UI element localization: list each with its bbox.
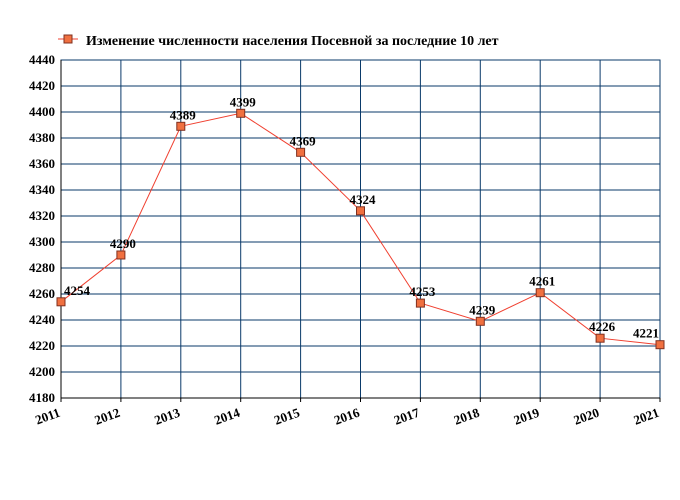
y-tick-label: 4200	[29, 364, 55, 379]
data-point-marker	[595, 333, 605, 343]
x-tick-label: 2019	[512, 405, 542, 428]
data-point-marker	[116, 250, 126, 260]
y-tick-label: 4300	[29, 234, 55, 249]
grid	[60, 59, 661, 399]
data-labels: 4254 4290 4389 4399 4369 4324 4253 4239 4261 4226…	[64, 94, 659, 340]
x-tick-label: 2021	[631, 405, 661, 428]
y-tick-label: 4220	[29, 338, 55, 353]
x-tick-label: 2018	[452, 405, 482, 428]
y-tick-label: 4240	[29, 312, 55, 327]
data-label: 4226	[589, 319, 616, 334]
data-label: 4261	[529, 274, 555, 289]
y-tick-label: 4320	[29, 208, 55, 223]
x-tick-label: 2012	[92, 405, 122, 428]
x-tick-label: 2016	[332, 405, 362, 428]
x-tick-label: 2017	[392, 405, 422, 428]
data-label: 4290	[110, 236, 136, 251]
data-point-marker	[236, 108, 246, 118]
data-point-marker	[655, 340, 665, 350]
y-tick-label: 4180	[29, 390, 55, 405]
x-tick-label: 2020	[572, 405, 602, 428]
y-tick-label: 4360	[29, 156, 55, 171]
x-tick-label: 2013	[152, 405, 182, 428]
series-line	[56, 108, 665, 350]
data-label: 4324	[350, 192, 377, 207]
y-tick-label: 4340	[29, 182, 55, 197]
y-tick-label: 4380	[29, 130, 55, 145]
data-point-marker	[415, 298, 425, 308]
data-label: 4254	[64, 283, 91, 298]
data-label: 4239	[469, 302, 496, 317]
x-tick-label: 2014	[212, 405, 242, 428]
data-point-marker	[535, 288, 545, 298]
data-point-marker	[475, 316, 485, 326]
y-tick-label: 4400	[29, 104, 55, 119]
data-point-marker	[176, 121, 186, 131]
data-label: 4399	[230, 94, 257, 109]
data-point-marker	[56, 297, 66, 307]
data-point-marker	[296, 147, 306, 157]
legend-marker	[63, 34, 73, 44]
data-label: 4253	[409, 284, 436, 299]
data-label: 4369	[290, 133, 317, 148]
y-tick-label: 4280	[29, 260, 55, 275]
y-tick-label: 4420	[29, 78, 55, 93]
x-tick-label: 2011	[33, 405, 62, 428]
data-point-marker	[356, 206, 365, 216]
legend-label: Изменение численности населения Посевной…	[86, 34, 499, 49]
x-tick-label: 2015	[272, 405, 302, 428]
legend: Изменение численности населения Посевной…	[58, 34, 499, 49]
data-label: 4389	[170, 107, 197, 122]
y-tick-label: 4440	[29, 52, 55, 67]
y-tick-label: 4260	[29, 286, 55, 301]
data-label: 4221	[633, 326, 659, 341]
